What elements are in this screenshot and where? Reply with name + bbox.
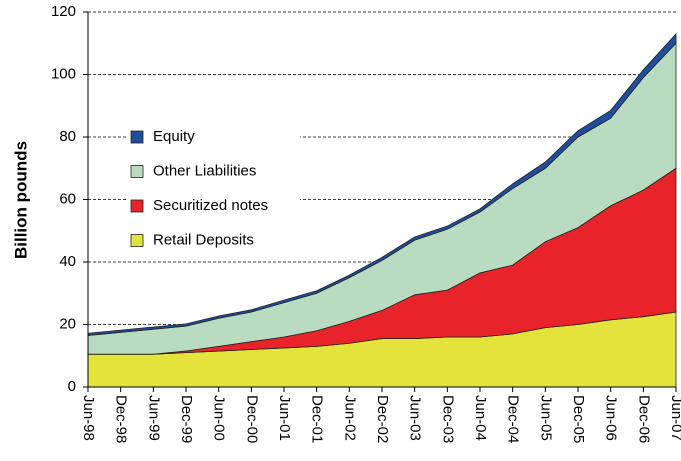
x-tick-label: Dec-01 <box>309 395 326 443</box>
x-tick-label: Jun-98 <box>80 395 97 441</box>
x-tick-label: Dec-99 <box>178 395 195 443</box>
y-tick-label: 120 <box>51 3 76 20</box>
x-tick-label: Dec-98 <box>113 395 130 443</box>
y-tick-label: 20 <box>59 315 76 332</box>
legend-label: Other Liabilities <box>153 162 256 179</box>
x-tick-label: Dec-05 <box>570 395 587 443</box>
x-tick-label: Jun-05 <box>537 395 554 441</box>
legend-label: Retail Deposits <box>153 231 254 248</box>
x-tick-label: Jun-03 <box>407 395 424 441</box>
x-tick-label: Dec-03 <box>439 395 456 443</box>
legend-swatch <box>130 130 144 144</box>
x-tick-label: Jun-00 <box>211 395 228 441</box>
y-tick-label: 100 <box>51 65 76 82</box>
legend-swatch <box>130 199 144 213</box>
y-tick-label: 80 <box>59 128 76 145</box>
x-tick-label: Jun-07 <box>668 395 681 441</box>
y-tick-label: 60 <box>59 190 76 207</box>
x-tick-label: Dec-04 <box>505 395 522 443</box>
x-tick-label: Jun-02 <box>341 395 358 441</box>
area <box>87 32 677 336</box>
x-tick-label: Jun-04 <box>472 395 489 441</box>
x-tick-label: Dec-02 <box>374 395 391 443</box>
legend-label: Securitized notes <box>153 197 268 214</box>
y-tick-label: 40 <box>59 253 76 270</box>
x-tick-label: Jun-06 <box>603 395 620 441</box>
y-tick-label: 0 <box>68 378 76 395</box>
legend-label: Equity <box>153 128 195 145</box>
y-axis-label: Billion pounds <box>11 141 30 259</box>
legend-box <box>128 122 300 257</box>
x-tick-label: Dec-00 <box>243 395 260 443</box>
legend-swatch <box>130 234 144 247</box>
x-tick-label: Dec-06 <box>635 395 652 443</box>
x-tick-label: Jun-01 <box>276 395 293 441</box>
x-tick-label: Jun-99 <box>145 395 162 441</box>
legend-swatch <box>130 165 144 178</box>
